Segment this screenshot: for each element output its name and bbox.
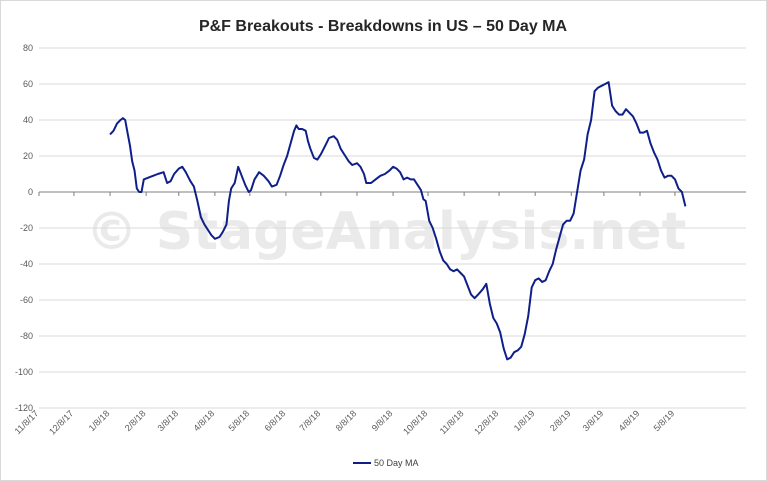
x-tick-label: 11/8/18	[438, 408, 466, 436]
x-tick-label: 12/8/17	[47, 408, 75, 436]
x-tick-label: 4/8/19	[617, 408, 642, 433]
y-tick-label: -20	[20, 223, 33, 233]
x-tick-label: 8/8/18	[334, 408, 359, 433]
x-tick-label: 3/8/19	[581, 408, 606, 433]
gridlines	[39, 47, 746, 409]
x-tick-label: 6/8/18	[263, 408, 288, 433]
y-tick-label: -80	[20, 331, 33, 341]
y-tick-label: 80	[23, 43, 33, 53]
y-tick-label: 60	[23, 79, 33, 89]
x-tick-label: 1/8/19	[512, 408, 537, 433]
series-layer	[109, 81, 687, 361]
y-tick-label: 40	[23, 115, 33, 125]
chart-title: P&F Breakouts - Breakdowns in US – 50 Da…	[199, 18, 568, 35]
x-tick-label: 10/8/18	[401, 408, 429, 436]
x-tick-label: 1/8/18	[87, 408, 112, 433]
y-tick-label: -40	[20, 259, 33, 269]
y-tick-label: 20	[23, 151, 33, 161]
watermark-text: © StageAnalysis.net	[86, 202, 687, 262]
x-tick-label: 5/8/18	[226, 408, 251, 433]
legend: 50 Day MA	[353, 458, 419, 468]
x-tick-label: 2/8/19	[548, 408, 573, 433]
x-tick-label: 3/8/18	[155, 408, 180, 433]
y-tick-label: -100	[15, 367, 33, 377]
x-tick-label: 4/8/18	[192, 408, 217, 433]
legend-label: 50 Day MA	[374, 458, 419, 468]
x-tick-label: 2/8/18	[123, 408, 148, 433]
x-tick-label: 9/8/18	[370, 408, 395, 433]
x-tick-label: 12/8/18	[472, 408, 500, 436]
x-tick-label: 5/8/19	[652, 408, 677, 433]
series-line	[109, 81, 687, 361]
x-tick-label: 7/8/18	[298, 408, 323, 433]
y-tick-label: 0	[28, 187, 33, 197]
y-tick-label: -60	[20, 295, 33, 305]
y-tick-label: -120	[15, 403, 33, 413]
